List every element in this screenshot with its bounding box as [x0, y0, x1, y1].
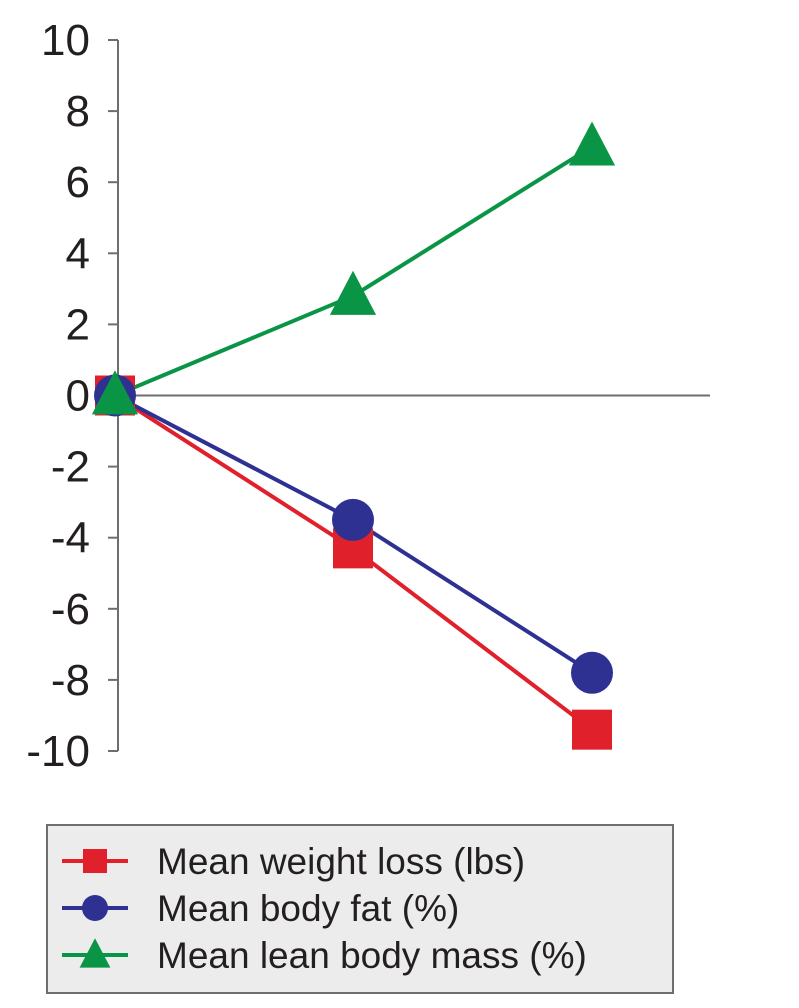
legend-entry: Mean lean body mass (%) — [62, 935, 587, 976]
y-tick-label: -4 — [51, 514, 90, 563]
data-point-circle — [332, 498, 374, 541]
data-point-triangle — [568, 121, 616, 166]
legend-box — [46, 824, 674, 994]
y-tick-label: -2 — [51, 443, 90, 492]
y-tick-label: 6 — [66, 158, 90, 207]
y-tick-label: 2 — [66, 300, 90, 349]
y-tick-label: -6 — [51, 585, 90, 634]
legend-entry: Mean weight loss (lbs) — [62, 841, 525, 882]
y-tick-label: 0 — [66, 372, 90, 421]
y-tick-label: -8 — [51, 656, 90, 705]
y-tick-label: 10 — [41, 16, 90, 65]
data-point-triangle — [91, 370, 139, 415]
data-point-circle — [82, 895, 108, 921]
series-triangle — [114, 144, 594, 398]
legend-label: Mean lean body mass (%) — [157, 935, 587, 976]
y-tick-label: -10 — [26, 727, 90, 776]
legend-label: Mean body fat (%) — [157, 888, 459, 929]
data-point-circle — [571, 651, 613, 694]
markers-triangle — [91, 121, 616, 415]
legend-entry: Mean body fat (%) — [62, 888, 459, 929]
y-tick-label: 8 — [66, 87, 90, 136]
axes: 10 8 6 4 2 0 -2 -4 -6 -8 -10 — [26, 16, 710, 776]
data-point-triangle — [329, 270, 377, 315]
series-line — [114, 144, 594, 398]
data-point-square — [83, 849, 107, 873]
data-point-square — [572, 709, 612, 750]
markers-circle — [94, 374, 613, 694]
series-layer — [91, 121, 616, 750]
data-point-triangle — [79, 938, 111, 968]
legend-label: Mean weight loss (lbs) — [157, 841, 525, 882]
legend: Mean weight loss (lbs) Mean body fat (%) M… — [46, 824, 674, 994]
y-tick-label: 4 — [66, 229, 90, 278]
